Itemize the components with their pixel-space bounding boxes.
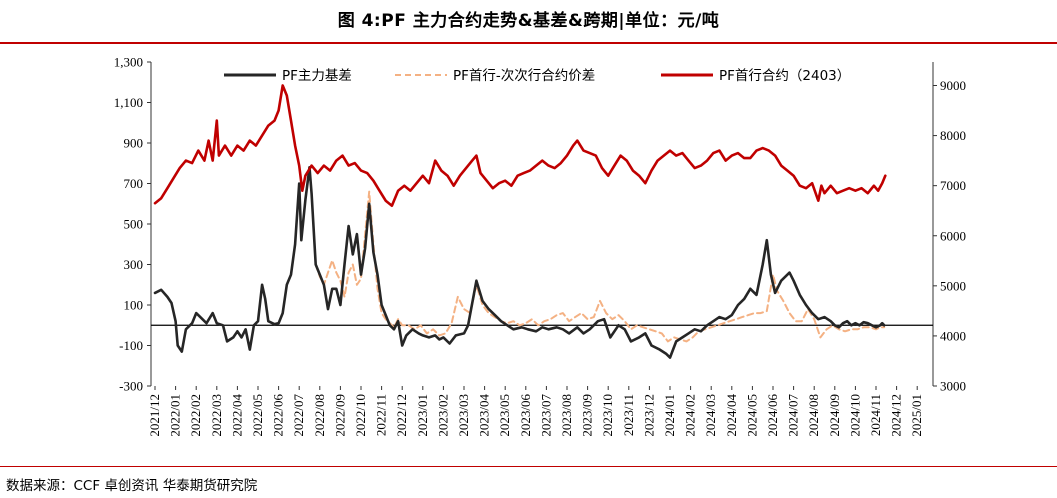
title-divider — [0, 42, 1057, 44]
x-axis-tick-label: 2023/09 — [580, 394, 595, 437]
chart-title: 图 4:PF 主力合约走势&基差&跨期|单位：元/吨 — [337, 11, 720, 31]
x-axis-tick-label: 2024/12 — [889, 394, 904, 437]
x-axis-tick-label: 2022/10 — [353, 394, 368, 437]
right-axis-tick-label: 6000 — [940, 228, 966, 243]
series-layer — [153, 84, 887, 359]
x-axis-tick-label: 2022/11 — [374, 394, 389, 436]
x-axis-tick-label: 2022/02 — [188, 394, 203, 437]
right-axis-tick-label: 5000 — [940, 278, 966, 293]
left-axis-tick-label: 1,300 — [114, 55, 143, 70]
right-axis-tick-label: 8000 — [940, 128, 966, 143]
x-axis-tick-label: 2021/12 — [147, 394, 162, 437]
x-axis-tick-label: 2023/01 — [415, 394, 430, 437]
right-axis-tick-label: 4000 — [940, 328, 966, 343]
x-axis-tick-label: 2022/04 — [229, 394, 244, 437]
footer-divider — [0, 466, 1057, 467]
x-axis-tick-label: 2022/06 — [271, 394, 286, 437]
x-axis-tick-label: 2024/01 — [662, 394, 677, 437]
x-axis-tick-label: 2024/05 — [744, 394, 759, 437]
x-axis-tick-label: 2024/08 — [806, 394, 821, 437]
x-axis-tick-label: 2022/07 — [291, 394, 306, 437]
x-axis-tick-label: 2023/10 — [600, 394, 615, 437]
source-note: 数据来源：CCF 卓创资讯 华泰期货研究院 — [6, 478, 258, 494]
legend-label-2: PF首行合约（2403） — [719, 68, 850, 84]
left-axis-tick-label: 300 — [124, 257, 144, 272]
x-axis-tick-label: 2024/03 — [703, 394, 718, 437]
x-axis-tick-label: 2024/07 — [786, 394, 801, 437]
x-axis-tick-label: 2025/01 — [909, 394, 924, 437]
series-line-2 — [153, 84, 887, 207]
axes-layer: -300 -100 100 300 500 700 900 1,100 1,300 3000 400… — [114, 55, 966, 437]
x-axis-tick-label: 2024/11 — [868, 394, 883, 436]
x-axis-tick-label: 2024/02 — [683, 394, 698, 437]
x-axis-tick-label: 2023/11 — [621, 394, 636, 436]
left-axis-tick-label: 900 — [124, 136, 144, 151]
x-axis-tick-label: 2022/08 — [312, 394, 327, 437]
left-axis-tick-label: 100 — [124, 298, 144, 313]
x-axis-tick-label: 2022/03 — [209, 394, 224, 437]
x-axis-tick-label: 2024/09 — [827, 394, 842, 437]
right-axis-tick-label: 9000 — [940, 78, 966, 93]
series-line-0 — [153, 166, 886, 359]
left-axis-tick-label: -100 — [119, 338, 143, 353]
x-axis-tick-label: 2022/09 — [332, 394, 347, 437]
x-axis-tick-label: 2024/06 — [765, 394, 780, 437]
left-axis-tick-label: 500 — [124, 217, 144, 232]
x-axis-tick-label: 2023/02 — [435, 394, 450, 437]
legend: PF主力基差 PF首行-次次行合约价差 PF首行合约（2403） — [224, 67, 850, 84]
x-axis-tick-label: 2023/08 — [559, 394, 574, 437]
series-line-1 — [314, 190, 886, 343]
x-axis-tick-label: 2022/01 — [168, 394, 183, 437]
chart-svg: -300 -100 100 300 500 700 900 1,100 1,300 3000 400… — [114, 55, 966, 437]
x-axis-tick-label: 2022/12 — [394, 394, 409, 437]
right-axis-tick-label: 7000 — [940, 178, 966, 193]
left-axis-tick-label: 1,100 — [114, 95, 143, 110]
x-axis-tick-label: 2024/10 — [847, 394, 862, 437]
x-axis-tick-label: 2022/05 — [250, 394, 265, 437]
left-axis-tick-label: -300 — [119, 379, 143, 394]
left-axis-tick-label: 700 — [124, 176, 144, 191]
x-axis-tick-label: 2024/04 — [724, 394, 739, 437]
x-axis-tick-label: 2023/12 — [641, 394, 656, 437]
x-axis-tick-label: 2023/04 — [477, 394, 492, 437]
x-axis-tick-label: 2023/06 — [518, 394, 533, 437]
legend-label-1: PF首行-次次行合约价差 — [453, 68, 595, 84]
x-axis-tick-label: 2023/03 — [456, 394, 471, 437]
x-axis-tick-label: 2023/05 — [497, 394, 512, 437]
x-axis-tick-label: 2023/07 — [538, 394, 553, 437]
right-axis-tick-label: 3000 — [940, 379, 966, 394]
legend-label-0: PF主力基差 — [282, 67, 352, 84]
